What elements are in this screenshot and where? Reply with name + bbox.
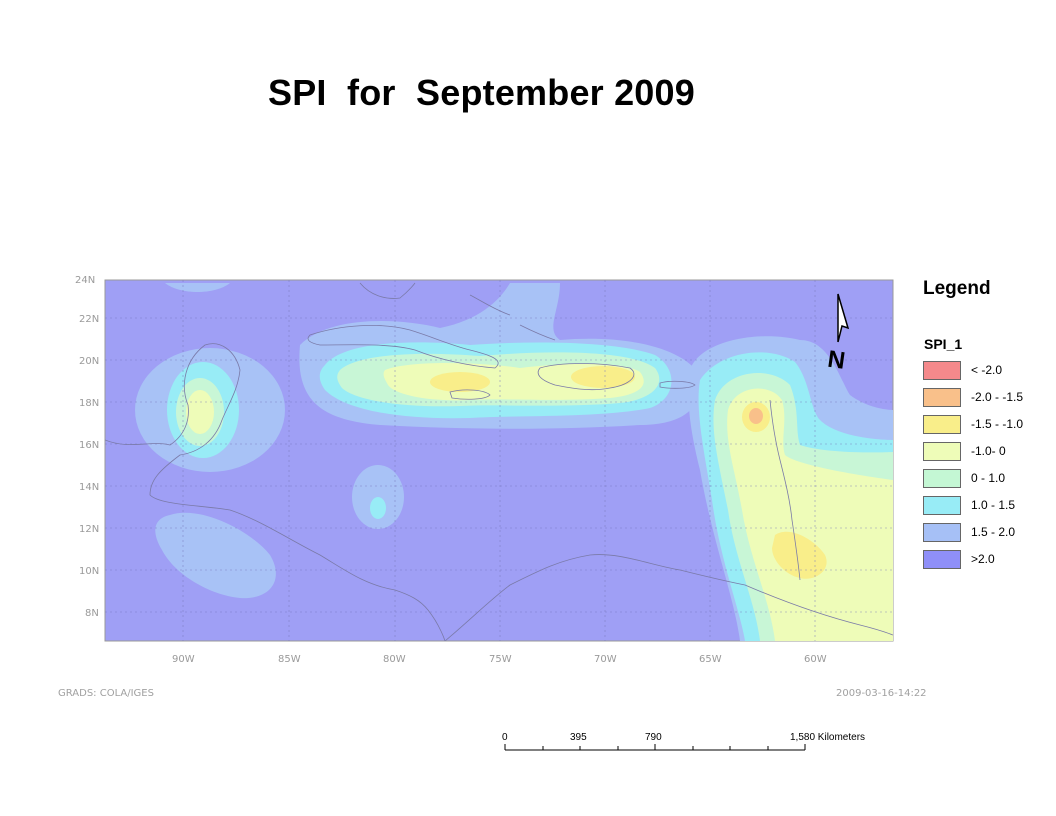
legend-swatch bbox=[923, 361, 961, 380]
scale-tick-label: 395 bbox=[570, 732, 587, 743]
lon-label: 85W bbox=[278, 654, 301, 665]
spi-contours bbox=[105, 280, 893, 641]
legend-label: 1.0 - 1.5 bbox=[971, 498, 1016, 512]
legend-title: Legend bbox=[923, 278, 991, 299]
legend-swatch bbox=[923, 550, 961, 569]
legend-label: -1.0- 0 bbox=[971, 444, 1006, 458]
lat-label: 22N bbox=[79, 314, 99, 325]
lon-label: 80W bbox=[383, 654, 406, 665]
latitude-labels: 24N 22N 20N 18N 16N 14N 12N 10N 8N bbox=[75, 275, 99, 619]
map-title: SPI for September 2009 bbox=[268, 72, 695, 113]
legend-swatch bbox=[923, 415, 961, 434]
longitude-labels: 90W 85W 80W 75W 70W 65W 60W bbox=[172, 654, 827, 665]
lat-label: 14N bbox=[79, 482, 99, 493]
legend-label: < -2.0 bbox=[971, 363, 1003, 377]
legend-swatch bbox=[923, 442, 961, 461]
lon-label: 60W bbox=[804, 654, 827, 665]
north-arrow-icon: N bbox=[826, 293, 850, 375]
legend-label: 1.5 - 2.0 bbox=[971, 525, 1016, 539]
lon-label: 75W bbox=[489, 654, 512, 665]
legend-label: 0 - 1.0 bbox=[971, 471, 1006, 485]
legend-swatch bbox=[923, 523, 961, 542]
legend-label: -2.0 - -1.5 bbox=[971, 390, 1024, 404]
lat-label: 12N bbox=[79, 524, 99, 535]
lat-label: 20N bbox=[79, 356, 99, 367]
lon-label: 65W bbox=[699, 654, 722, 665]
scale-tick-label: 1,580 Kilometers bbox=[790, 732, 865, 743]
footer-timestamp-label: 2009-03-16-14:22 bbox=[836, 688, 927, 699]
legend-label: >2.0 bbox=[971, 552, 995, 566]
coastlines bbox=[105, 282, 893, 641]
scale-tick-label: 0 bbox=[502, 732, 508, 743]
footer-source-label: GRADS: COLA/IGES bbox=[58, 688, 154, 699]
scale-tick-label: 790 bbox=[645, 732, 662, 743]
lat-label: 18N bbox=[79, 398, 99, 409]
lat-label: 8N bbox=[85, 608, 99, 619]
scale-bar: 0 395 790 1,580 Kilometers bbox=[502, 732, 865, 751]
lat-label: 24N bbox=[75, 275, 95, 286]
legend-swatch bbox=[923, 469, 961, 488]
lon-label: 90W bbox=[172, 654, 195, 665]
north-arrow-label: N bbox=[826, 346, 847, 375]
lat-label: 10N bbox=[79, 566, 99, 577]
lon-label: 70W bbox=[594, 654, 617, 665]
lat-label: 16N bbox=[79, 440, 99, 451]
legend-swatch bbox=[923, 388, 961, 407]
legend-label: -1.5 - -1.0 bbox=[971, 417, 1024, 431]
legend-field-name: SPI_1 bbox=[924, 336, 963, 352]
legend-swatch bbox=[923, 496, 961, 515]
